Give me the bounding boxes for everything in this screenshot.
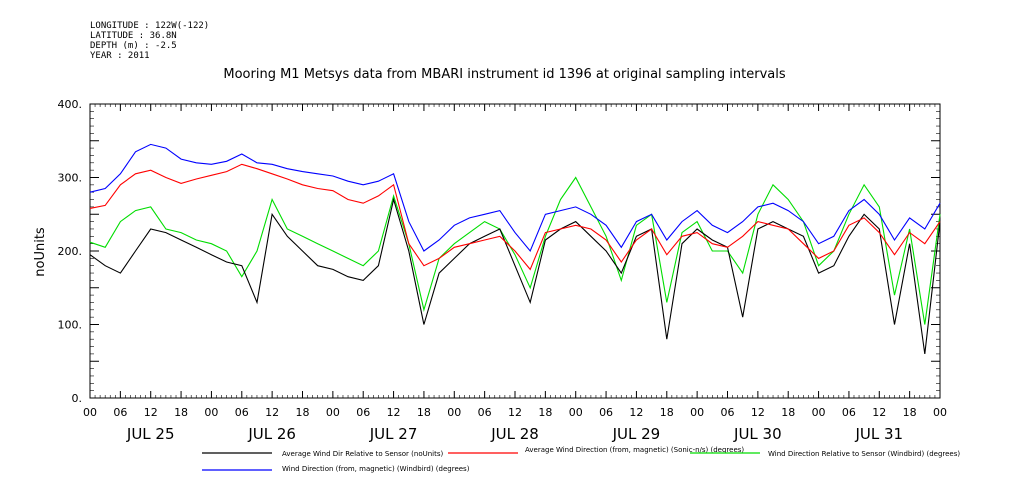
latitude-label: LATITUDE : 36.8N	[90, 31, 177, 41]
x-tick-label: 00	[326, 406, 340, 419]
x-day-label: JUL 28	[490, 425, 539, 443]
x-day-label: JUL 25	[126, 425, 175, 443]
legend-label: Average Wind Direction (from, magnetic) …	[525, 446, 744, 454]
x-tick-label: 12	[387, 406, 401, 419]
x-tick-label: 06	[235, 406, 249, 419]
year-label: YEAR : 2011	[90, 51, 150, 61]
x-tick-label: 12	[629, 406, 643, 419]
x-tick-label: 18	[417, 406, 431, 419]
x-tick-label: 00	[933, 406, 947, 419]
series-line	[89, 163, 941, 271]
x-tick-label: 12	[144, 406, 158, 419]
metadata-block: LONGITUDE : 122W(-122) LATITUDE : 36.8N …	[90, 21, 209, 61]
y-tick-label: 200.	[58, 245, 83, 258]
x-day-label: JUL 31	[854, 425, 903, 443]
x-tick-label: 06	[478, 406, 492, 419]
x-tick-label: 06	[113, 406, 127, 419]
x-tick-label: 00	[83, 406, 97, 419]
y-tick-label: 300.	[58, 172, 83, 185]
longitude-label: LONGITUDE : 122W(-122)	[90, 21, 210, 31]
depth-label: DEPTH (m) : -2.5	[90, 41, 177, 51]
x-day-label: JUL 26	[247, 425, 296, 443]
series-line	[89, 197, 941, 354]
x-tick-label: 06	[842, 406, 856, 419]
x-tick-label: 18	[296, 406, 310, 419]
x-tick-label: 06	[356, 406, 370, 419]
legend-label: Wind Direction Relative to Sensor (Windb…	[768, 450, 960, 458]
x-tick-label: 00	[569, 406, 583, 419]
x-tick-label: 00	[447, 406, 461, 419]
x-tick-label: 18	[903, 406, 917, 419]
x-tick-label: 12	[265, 406, 279, 419]
y-tick-label: 0.	[72, 392, 83, 405]
y-tick-label: 400.	[58, 98, 83, 111]
x-tick-label: 00	[204, 406, 218, 419]
x-tick-label: 18	[538, 406, 552, 419]
series-line	[89, 176, 941, 325]
x-tick-label: 00	[690, 406, 704, 419]
legend-label: Wind Direction (from, magnetic) (Windbir…	[282, 465, 470, 473]
x-tick-label: 18	[660, 406, 674, 419]
x-day-label: JUL 27	[369, 425, 418, 443]
x-day-label: JUL 29	[612, 425, 661, 443]
y-axis-label: noUnits	[33, 227, 48, 277]
chart-title: Mooring M1 Metsys data from MBARI instru…	[223, 67, 786, 82]
legend-label: Average Wind Dir Relative to Sensor (noU…	[282, 450, 443, 458]
x-day-label: JUL 30	[733, 425, 782, 443]
x-tick-label: 18	[781, 406, 795, 419]
x-tick-label: 00	[812, 406, 826, 419]
y-tick-label: 100.	[58, 319, 83, 332]
series-line	[89, 143, 941, 253]
x-tick-label: 12	[751, 406, 765, 419]
x-tick-label: 06	[599, 406, 613, 419]
x-tick-label: 06	[721, 406, 735, 419]
x-tick-label: 12	[508, 406, 522, 419]
x-tick-label: 18	[174, 406, 188, 419]
x-tick-label: 12	[872, 406, 886, 419]
